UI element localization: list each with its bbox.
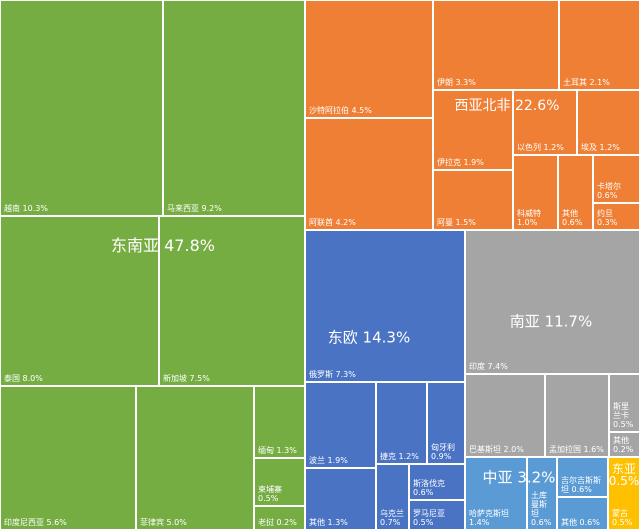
west-asia-north-africa-tile-label-7: 阿曼 1.5% [437,218,476,227]
central-asia-tile-0: 哈萨克斯坦 1.4% [465,457,527,530]
west-asia-north-africa-tile-label-11: 约旦 0.3% [597,209,618,227]
eastern-europe-tile-label-5: 斯洛伐克 0.6% [413,479,445,497]
eastern-europe-region-label: 东欧 14.3% [327,328,411,347]
central-asia-tile-3: 其他 0.6% [557,497,608,530]
south-asia-tile-label-4: 其他 0.2% [613,436,634,454]
eastern-europe-tile-6: 乌克兰 0.7% [376,464,409,530]
west-asia-north-africa-tile-label-0: 沙特阿拉伯 4.5% [309,106,372,115]
southeast-asia-tile-label-2: 泰国 8.0% [4,374,43,383]
southeast-asia-tile-1: 马来西亚 9.2% [163,0,305,216]
eastern-europe-tile-label-1: 波兰 1.9% [309,456,348,465]
central-asia-tile-label-0: 哈萨克斯坦 1.4% [469,509,509,527]
eastern-europe-tile-1: 波兰 1.9% [305,382,376,468]
southeast-asia-tile-label-0: 越南 10.3% [4,204,48,213]
central-asia-tile-label-2: 吉尔吉斯斯 坦 0.6% [561,476,601,494]
southeast-asia-tile-label-6: 缅甸 1.3% [258,446,297,455]
southeast-asia-tile-8: 老挝 0.2% [254,506,305,530]
south-asia-tile-label-3: 斯里 兰卡 0.5% [613,402,634,429]
eastern-europe-tile-5: 斯洛伐克 0.6% [409,464,465,500]
southeast-asia-tile-6: 缅甸 1.3% [254,386,305,458]
west-asia-north-africa-tile-label-10: 卡塔尔 0.6% [597,182,621,200]
west-asia-north-africa-tile-2: 伊朗 3.3% [433,0,559,90]
eastern-europe-tile-label-7: 罗马尼亚 0.5% [413,509,445,527]
west-asia-north-africa-tile-7: 阿曼 1.5% [433,170,513,230]
eastern-europe-tile-label-2: 其他 1.3% [309,518,348,527]
west-asia-north-africa-tile-label-9: 其他 0.6% [562,209,583,227]
west-asia-north-africa-tile-10: 卡塔尔 0.6% [593,155,640,203]
south-asia-tile-1: 巴基斯坦 2.0% [465,374,545,457]
west-asia-north-africa-tile-label-8: 科威特 1.0% [517,209,541,227]
eastern-europe-tile-2: 其他 1.3% [305,468,376,530]
west-asia-north-africa-tile-label-4: 伊拉克 1.9% [437,158,484,167]
southeast-asia-tile-5: 菲律宾 5.0% [136,386,254,530]
west-asia-north-africa-tile-1: 阿联酋 4.2% [305,118,433,230]
southeast-asia-tile-7: 柬埔寨 0.5% [254,458,305,506]
west-asia-north-africa-tile-6: 埃及 1.2% [577,90,640,155]
eastern-europe-tile-4: 匈牙利 0.9% [427,382,465,464]
southeast-asia-tile-label-8: 老挝 0.2% [258,518,297,527]
central-asia-tile-label-1: 土库 曼斯 坦 0.6% [531,491,552,527]
central-asia-tile-1: 土库 曼斯 坦 0.6% [527,457,557,530]
southeast-asia-tile-3: 新加坡 7.5% [159,216,305,386]
south-asia-tile-3: 斯里 兰卡 0.5% [609,374,640,432]
south-asia-tile-0: 印度 7.4% [465,230,640,374]
south-asia-tile-label-1: 巴基斯坦 2.0% [469,445,524,454]
south-asia-tile-4: 其他 0.2% [609,432,640,457]
west-asia-north-africa-region-label: 西亚北非 22.6% [454,98,560,114]
central-asia-tile-label-3: 其他 0.6% [561,518,600,527]
south-asia-tile-2: 孟加拉国 1.6% [545,374,609,457]
southeast-asia-tile-0: 越南 10.3% [0,0,163,216]
west-asia-north-africa-tile-label-6: 埃及 1.2% [581,143,620,152]
southeast-asia-tile-label-4: 印度尼西亚 5.6% [4,518,67,527]
southeast-asia-tile-label-3: 新加坡 7.5% [163,374,210,383]
southeast-asia-tile-label-5: 菲律宾 5.0% [140,518,187,527]
east-asia-tile-0: 蒙古 0.5% [608,457,640,530]
southeast-asia-region-label: 东南亚 47.8% [111,236,215,255]
west-asia-north-africa-tile-3: 土耳其 2.1% [559,0,640,90]
eastern-europe-tile-3: 捷克 1.2% [376,382,427,464]
west-asia-north-africa-tile-label-3: 土耳其 2.1% [563,78,610,87]
west-asia-north-africa-tile-label-5: 以色列 1.2% [517,143,564,152]
south-asia-region-label: 南亚 11.7% [509,312,593,331]
southeast-asia-tile-label-1: 马来西亚 9.2% [167,204,222,213]
east-asia-tile-label-0: 蒙古 0.5% [612,509,633,527]
eastern-europe-tile-label-0: 俄罗斯 7.3% [309,370,356,379]
east-asia-region-label: 东亚 0.5% [608,462,640,488]
west-asia-north-africa-tile-label-2: 伊朗 3.3% [437,78,476,87]
south-asia-tile-label-0: 印度 7.4% [469,362,508,371]
west-asia-north-africa-tile-0: 沙特阿拉伯 4.5% [305,0,433,118]
west-asia-north-africa-tile-8: 科威特 1.0% [513,155,558,230]
west-asia-north-africa-tile-5: 以色列 1.2% [513,90,577,155]
west-asia-north-africa-tile-label-1: 阿联酋 4.2% [309,218,356,227]
eastern-europe-tile-label-6: 乌克兰 0.7% [380,509,404,527]
west-asia-north-africa-tile-11: 约旦 0.3% [593,203,640,230]
central-asia-region-label: 中亚 3.2% [482,468,556,487]
southeast-asia-tile-2: 泰国 8.0% [0,216,159,386]
eastern-europe-tile-label-4: 匈牙利 0.9% [431,443,455,461]
southeast-asia-tile-4: 印度尼西亚 5.6% [0,386,136,530]
eastern-europe-tile-0: 俄罗斯 7.3% [305,230,465,382]
west-asia-north-africa-tile-9: 其他 0.6% [558,155,593,230]
central-asia-tile-2: 吉尔吉斯斯 坦 0.6% [557,457,608,497]
south-asia-tile-label-2: 孟加拉国 1.6% [549,445,604,454]
west-asia-north-africa-tile-4: 伊拉克 1.9% [433,90,513,170]
eastern-europe-tile-label-3: 捷克 1.2% [380,452,419,461]
eastern-europe-tile-7: 罗马尼亚 0.5% [409,500,465,530]
southeast-asia-tile-label-7: 柬埔寨 0.5% [258,485,282,503]
